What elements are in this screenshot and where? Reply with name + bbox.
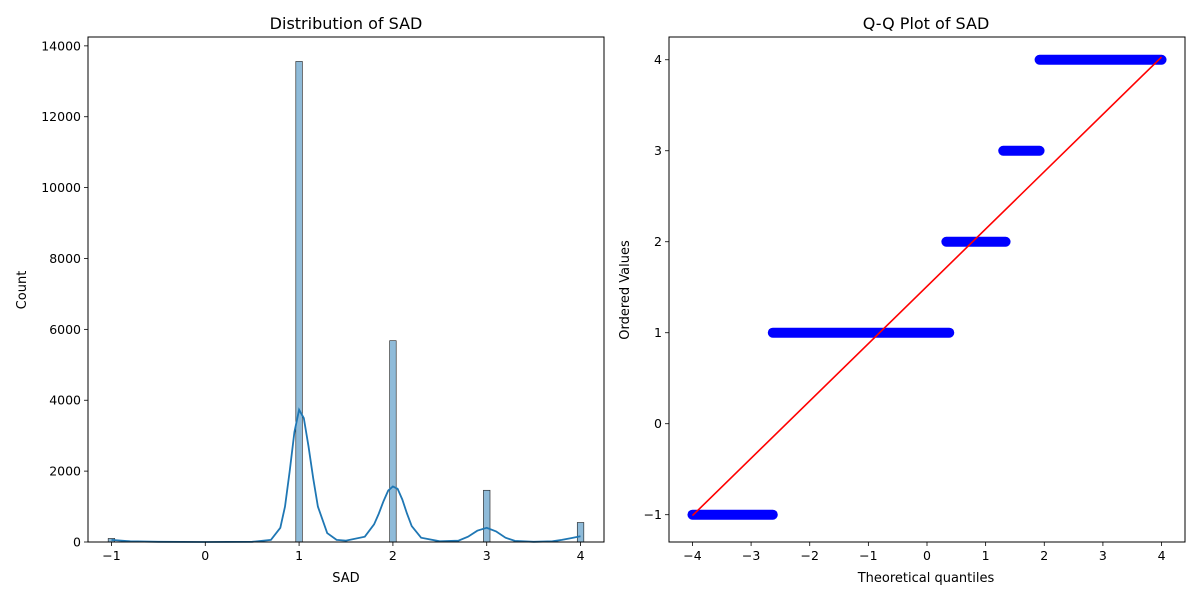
kde-curve <box>111 407 581 543</box>
y-tick-label: 10000 <box>41 180 81 195</box>
histogram-frame <box>87 36 605 543</box>
x-tick-label: −1 <box>859 548 877 563</box>
histogram-panel: Distribution of SAD −1 0 1 2 3 4 0 2000 4000 6000… <box>15 14 605 586</box>
x-tick-label: −4 <box>683 548 701 563</box>
qq-title: Q-Q Plot of SAD <box>863 14 990 33</box>
x-tick-label: 2 <box>1040 548 1048 563</box>
histogram-xlabel: SAD <box>332 571 359 586</box>
y-tick-label: 0 <box>73 535 81 550</box>
y-tick-label: 14000 <box>41 38 81 53</box>
x-tick-label: 3 <box>483 548 491 563</box>
x-tick-label: −1 <box>102 548 120 563</box>
y-tick-label: 6000 <box>49 322 81 337</box>
x-tick-label: 3 <box>1099 548 1107 563</box>
y-tick-label: 8000 <box>49 251 81 266</box>
qq-point <box>1144 55 1154 65</box>
x-tick-label: −3 <box>742 548 760 563</box>
x-tick-label: −2 <box>801 548 819 563</box>
y-tick-label: 0 <box>654 416 662 431</box>
y-tick-label: 1 <box>654 325 662 340</box>
qq-ylabel: Ordered Values <box>618 240 633 340</box>
qq-point <box>1157 55 1167 65</box>
histogram-bar <box>576 522 585 543</box>
y-tick-label: 2 <box>654 234 662 249</box>
histogram-plot-area: −1 0 1 2 3 4 0 2000 4000 6000 8000 10000 12000 14000 <box>41 38 584 563</box>
qq-plot-area: −4 −3 −2 −1 0 1 2 3 4 −1 0 1 2 3 4 <box>644 52 1167 563</box>
qq-panel: Q-Q Plot of SAD −4 −3 −2 −1 0 1 2 3 4 −1 0 1 2 3 4 The… <box>618 14 1186 586</box>
histogram-bar <box>295 61 303 543</box>
x-tick-label: 0 <box>201 548 209 563</box>
y-tick-label: 4 <box>654 52 662 67</box>
x-tick-label: 4 <box>1158 548 1166 563</box>
y-tick-label: 4000 <box>49 393 81 408</box>
y-tick-label: 3 <box>654 143 662 158</box>
y-tick-label: −1 <box>644 507 662 522</box>
x-tick-label: 0 <box>923 548 931 563</box>
qq-xlabel: Theoretical quantiles <box>857 571 995 586</box>
qq-frame <box>668 36 1186 543</box>
histogram-bar <box>483 489 491 543</box>
qq-fit-line <box>691 56 1163 517</box>
histogram-title: Distribution of SAD <box>270 14 423 33</box>
x-tick-label: 1 <box>295 548 303 563</box>
x-tick-label: 4 <box>577 548 585 563</box>
y-tick-label: 2000 <box>49 464 81 479</box>
x-tick-label: 1 <box>982 548 990 563</box>
qq-point <box>705 510 715 520</box>
histogram-ylabel: Count <box>15 271 30 310</box>
y-tick-label: 12000 <box>41 109 81 124</box>
x-tick-label: 2 <box>389 548 397 563</box>
histogram-bar <box>389 340 397 543</box>
